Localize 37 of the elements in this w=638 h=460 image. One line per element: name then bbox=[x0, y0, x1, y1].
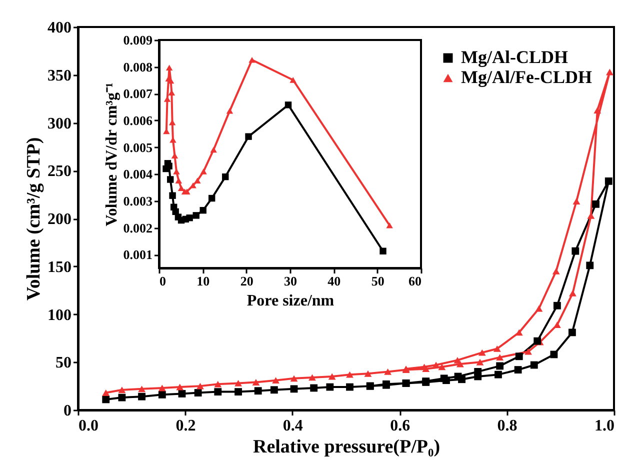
x-tick-label: 20 bbox=[240, 274, 254, 288]
y-tick-label: 400 bbox=[48, 20, 72, 36]
y-tick-label: 50 bbox=[56, 354, 72, 372]
y-tick-label: 0.004 bbox=[123, 166, 153, 182]
y-axis-title: Volume (cm³/g STP) bbox=[24, 137, 44, 301]
y-tick-label: 0.005 bbox=[123, 140, 153, 155]
x-tick-label: 0.4 bbox=[282, 418, 303, 434]
y-tick-label: 100 bbox=[48, 306, 72, 324]
y-tick-label: 200 bbox=[48, 211, 72, 228]
y-tick-label: 0.003 bbox=[123, 193, 153, 208]
y-tick-label: 300 bbox=[48, 115, 72, 132]
x-tick-label: 10 bbox=[196, 274, 210, 288]
x-tick-label: 0.0 bbox=[78, 418, 98, 434]
x-tick-label: 30 bbox=[284, 274, 297, 288]
y-tick-label: 0.008 bbox=[123, 59, 153, 74]
x-tick-label: 1.0 bbox=[594, 418, 614, 434]
x-tick-label: 0 bbox=[160, 274, 166, 288]
y-tick-label: 0.006 bbox=[123, 112, 153, 128]
y-axis-title: Volume dV/dr cm³g⁻¹ bbox=[103, 82, 120, 226]
x-tick-label: 40 bbox=[328, 274, 341, 288]
legend-label: Mg/Al/Fe-CLDH bbox=[461, 67, 592, 87]
y-tick-label: 0.002 bbox=[123, 220, 152, 236]
y-tick-label: 0.001 bbox=[123, 247, 152, 262]
y-tick-label: 250 bbox=[48, 163, 72, 180]
x-axis-title: Pore size/nm bbox=[246, 292, 335, 310]
x-tick-label: 50 bbox=[371, 274, 384, 288]
y-tick-label: 350 bbox=[48, 67, 72, 84]
x-tick-label: 0.6 bbox=[390, 418, 410, 434]
y-tick-label: 0 bbox=[64, 402, 72, 420]
y-tick-label: 0.007 bbox=[123, 86, 153, 102]
legend-label: Mg/Al-CLDH bbox=[461, 47, 568, 67]
y-tick-label: 150 bbox=[48, 258, 72, 276]
y-tick-label: 0.009 bbox=[123, 32, 153, 48]
x-tick-label: 0.2 bbox=[176, 418, 196, 434]
x-tick-label: 0.8 bbox=[497, 418, 518, 434]
x-axis-title: Relative pressure(P/P₀) bbox=[252, 436, 440, 458]
x-tick-label: 60 bbox=[408, 274, 422, 288]
